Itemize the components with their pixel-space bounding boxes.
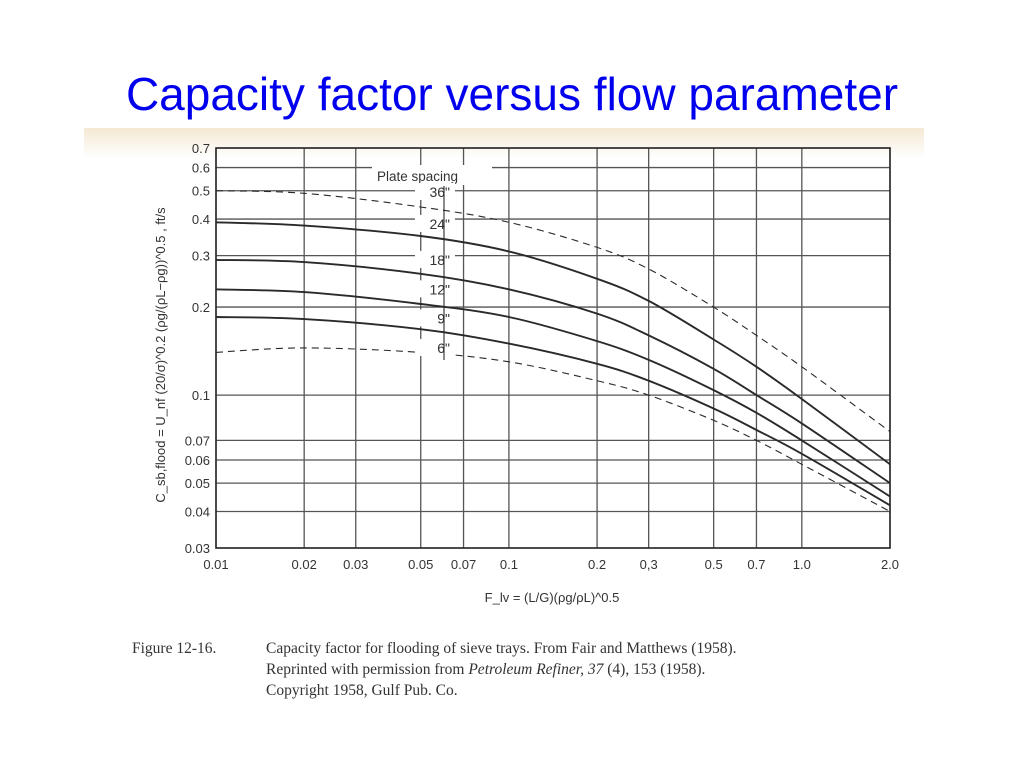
x-tick-label: 0.05 (408, 557, 433, 572)
plot-frame (215, 147, 891, 549)
x-tick-label: 0.7 (747, 557, 765, 572)
series-label: 24" (429, 216, 450, 232)
y-tick-label: 0.2 (192, 300, 210, 315)
series-label-bg (415, 280, 455, 298)
series-line-2 (215, 258, 891, 484)
figure-scan (84, 128, 924, 710)
series-label-bg (415, 183, 455, 201)
caption-line-2-pre: Reprinted with permission from (266, 661, 469, 678)
y-tick-label: 0.03 (185, 541, 210, 556)
series-label: 12" (429, 281, 450, 297)
series-line-1 (215, 221, 891, 466)
y-tick-label: 0.04 (185, 504, 210, 519)
series-label: 36" (429, 184, 450, 200)
caption-line-2-post: (4), 153 (1958). (603, 661, 706, 678)
x-tick-label: 0.1 (500, 557, 518, 572)
caption-line-2: Reprinted with permission from Petroleum… (266, 659, 705, 680)
series-label: 18" (429, 252, 450, 268)
y-tick-label: 0.6 (192, 161, 210, 176)
legend-title-bg (372, 165, 492, 185)
y-tick-label: 0.5 (192, 184, 210, 199)
x-tick-label: 0.5 (705, 557, 723, 572)
series-label-bg (415, 250, 455, 268)
legend-title: Plate spacing (377, 169, 458, 184)
x-tick-label: 0.07 (451, 557, 476, 572)
series-line-5 (215, 347, 891, 512)
scan-edge (84, 128, 924, 158)
x-tick-label: 2.0 (881, 557, 899, 572)
y-tick-label: 0.07 (185, 433, 210, 448)
x-tick-label: 0.01 (203, 557, 228, 572)
caption-journal: Petroleum Refiner, 37 (468, 661, 604, 678)
series-label-bg (415, 338, 455, 356)
slide-title: Capacity factor versus flow parameter (125, 68, 899, 120)
x-tick-label: 0.02 (292, 557, 317, 572)
series-label-bg (415, 309, 455, 327)
y-tick-label: 0.06 (185, 453, 210, 468)
y-axis-label: C_sb,flood = U_nf (20/σ)^0.2 (ρg/(ρL−ρg)… (153, 207, 168, 503)
y-tick-label: 0.3 (192, 249, 210, 264)
y-tick-label: 0.7 (192, 141, 210, 156)
y-tick-label: 0.05 (185, 476, 210, 491)
series-line-4 (215, 316, 891, 507)
x-tick-label: 0.03 (343, 557, 368, 572)
x-tick-label: 0.2 (588, 557, 606, 572)
x-tick-label: 0,3 (640, 557, 658, 572)
series-line-3 (215, 288, 891, 498)
caption-line-1: Capacity factor for flooding of sieve tr… (266, 640, 737, 657)
y-tick-label: 0.4 (192, 212, 210, 227)
caption-line-3: Copyright 1958, Gulf Pub. Co. (266, 682, 458, 699)
x-axis-label: F_lv = (L/G)(ρg/ρL)^0.5 (485, 590, 620, 605)
y-tick-label: 0.1 (192, 388, 210, 403)
x-tick-label: 1.0 (793, 557, 811, 572)
series-line-0 (215, 190, 891, 433)
series-label-bg (415, 214, 455, 232)
caption-label: Figure 12-16. (132, 640, 217, 657)
